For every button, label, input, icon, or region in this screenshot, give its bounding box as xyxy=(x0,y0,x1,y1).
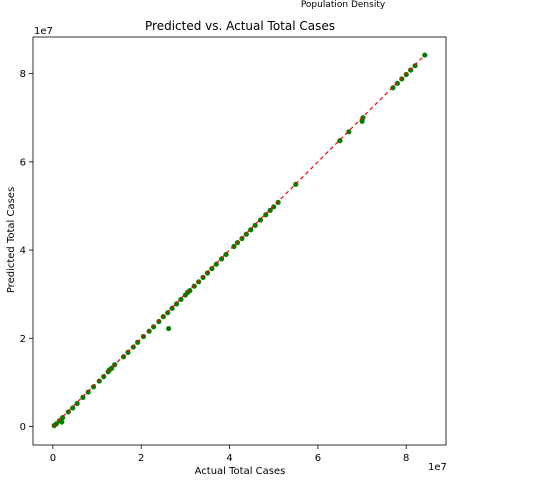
data-point-62 xyxy=(59,419,65,425)
data-point-48 xyxy=(275,199,281,206)
data-point-46 xyxy=(267,207,273,213)
data-point-6 xyxy=(74,400,80,407)
data-point-21 xyxy=(150,324,157,330)
data-point-42 xyxy=(248,227,254,233)
data-point-60 xyxy=(422,52,428,58)
data-point-3 xyxy=(59,415,66,421)
data-point-24 xyxy=(165,310,171,316)
data-point-43 xyxy=(252,222,258,228)
y-tick-label-1: 2 xyxy=(20,334,26,345)
data-point-50 xyxy=(337,138,343,144)
data-point-31 xyxy=(196,279,202,285)
data-point-11 xyxy=(101,374,107,380)
data-point-7 xyxy=(80,394,86,400)
data-point-47 xyxy=(271,204,277,210)
y-axis-multiplier: 1e7 xyxy=(34,26,53,37)
plot-area: 0 2 4 6 8 0 2 4 6 8 xyxy=(20,36,447,464)
data-point-16 xyxy=(125,349,131,355)
data-point-61 xyxy=(166,325,172,332)
data-point-40 xyxy=(239,235,245,242)
data-point-5 xyxy=(70,405,76,411)
data-point-17 xyxy=(130,344,136,350)
data-point-32 xyxy=(200,274,206,280)
data-point-33 xyxy=(204,270,211,276)
data-point-56 xyxy=(399,76,405,82)
data-point-9 xyxy=(90,384,97,390)
data-point-22 xyxy=(156,318,162,325)
data-point-25 xyxy=(169,305,175,311)
y-tick-label-2: 4 xyxy=(20,246,26,257)
data-point-57 xyxy=(403,71,409,78)
data-point-44 xyxy=(257,217,264,223)
data-point-8 xyxy=(85,389,91,395)
data-point-27 xyxy=(178,296,184,303)
data-point-36 xyxy=(219,256,225,262)
x-tick-label-1: 2 xyxy=(138,453,144,464)
y-tick-label-3: 6 xyxy=(20,157,26,168)
data-point-55 xyxy=(394,80,401,86)
data-point-58 xyxy=(408,67,414,73)
data-point-20 xyxy=(146,328,152,334)
reference-line xyxy=(52,55,425,427)
plot-frame xyxy=(32,36,447,446)
data-point-59 xyxy=(412,63,418,69)
data-point-30 xyxy=(191,283,197,289)
data-point-15 xyxy=(120,354,127,360)
y-tick-label-0: 0 xyxy=(20,422,26,433)
data-point-26 xyxy=(173,301,180,307)
x-axis-multiplier: 1e7 xyxy=(428,462,447,473)
data-point-45 xyxy=(263,212,269,218)
y-axis-label: Predicted Total Cases xyxy=(6,187,17,293)
x-tick-label-0: 0 xyxy=(50,453,56,464)
chart-title: Predicted vs. Actual Total Cases xyxy=(145,19,335,33)
data-point-38 xyxy=(231,243,237,250)
data-point-10 xyxy=(96,378,102,384)
data-point-37 xyxy=(223,251,229,258)
data-point-4 xyxy=(65,409,71,415)
data-point-41 xyxy=(243,231,249,237)
x-tick-label-4: 8 xyxy=(403,453,409,464)
data-point-54 xyxy=(390,85,396,91)
data-point-34 xyxy=(209,265,215,272)
x-tick-label-3: 6 xyxy=(315,453,321,464)
data-point-53 xyxy=(360,115,366,121)
clipped-header-text: Population Density xyxy=(301,0,386,10)
x-tick-label-2: 4 xyxy=(226,453,232,464)
y-tick-label-4: 8 xyxy=(20,69,26,80)
x-axis-label: Actual Total Cases xyxy=(195,466,286,477)
data-point-35 xyxy=(213,261,219,267)
data-point-51 xyxy=(346,129,352,135)
